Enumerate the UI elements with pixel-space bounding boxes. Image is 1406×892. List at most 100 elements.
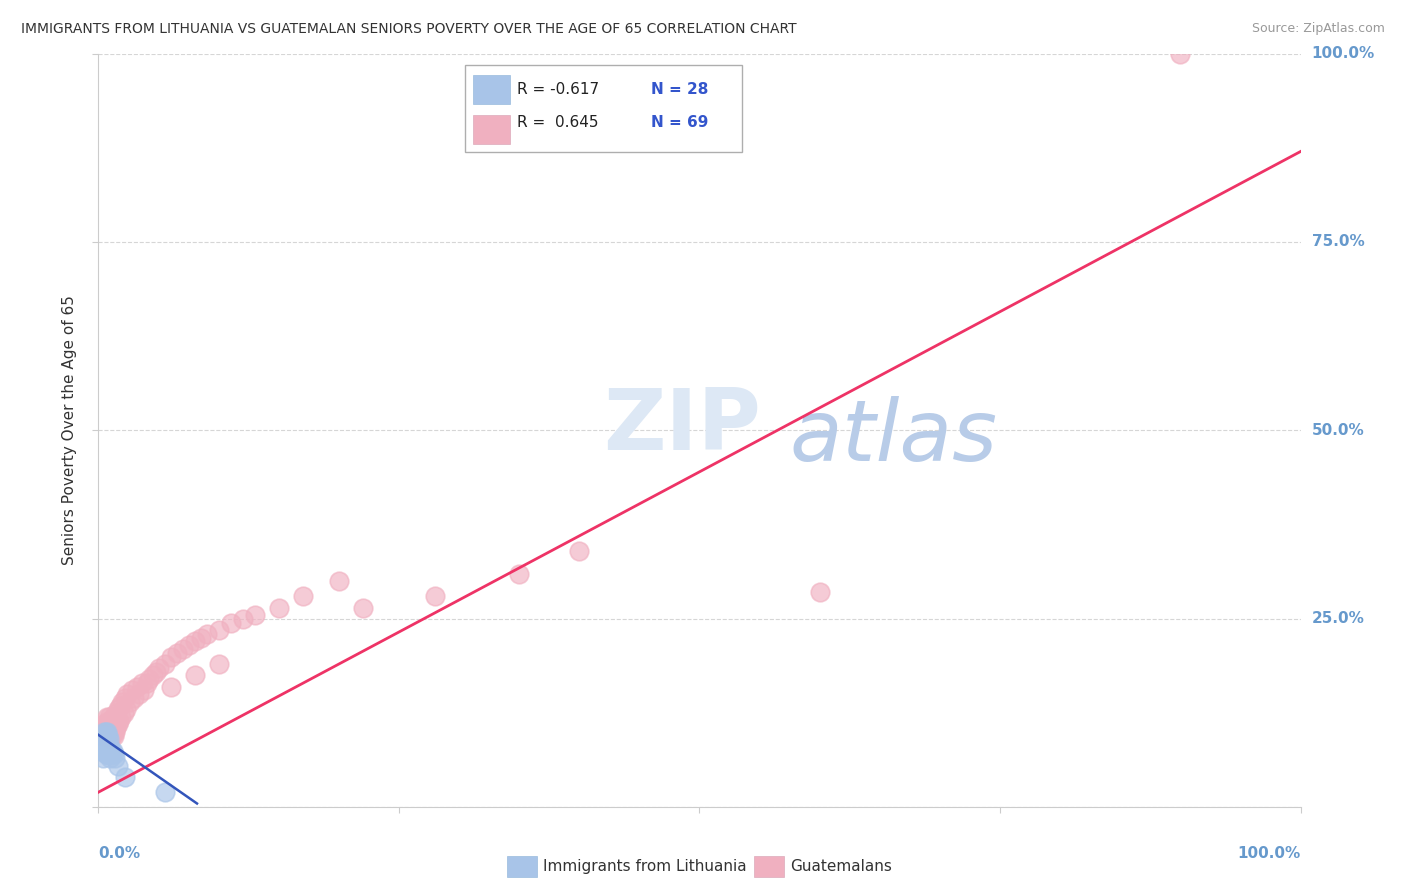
- Point: [115, 702, 138, 716]
- Point: [96, 724, 118, 739]
- Point: [96, 710, 118, 724]
- Point: [114, 690, 136, 705]
- Point: [103, 747, 125, 762]
- Point: [91, 729, 114, 743]
- Point: [91, 729, 114, 743]
- Point: [101, 744, 124, 758]
- Text: N = 69: N = 69: [651, 114, 709, 129]
- Point: [96, 747, 118, 762]
- Point: [141, 668, 163, 682]
- Point: [101, 724, 124, 739]
- Point: [104, 724, 127, 739]
- Point: [267, 600, 290, 615]
- Point: [104, 710, 127, 724]
- Text: IMMIGRANTS FROM LITHUANIA VS GUATEMALAN SENIORS POVERTY OVER THE AGE OF 65 CORRE: IMMIGRANTS FROM LITHUANIA VS GUATEMALAN …: [21, 22, 797, 37]
- Point: [91, 724, 114, 739]
- Point: [153, 785, 176, 799]
- Text: N = 28: N = 28: [651, 82, 709, 97]
- Point: [96, 724, 118, 739]
- Point: [352, 600, 374, 615]
- Point: [100, 717, 122, 731]
- Point: [107, 759, 129, 773]
- Text: Source: ZipAtlas.com: Source: ZipAtlas.com: [1251, 22, 1385, 36]
- Text: R = -0.617: R = -0.617: [517, 82, 599, 97]
- Point: [100, 732, 122, 747]
- Point: [328, 574, 350, 589]
- Text: 100.0%: 100.0%: [1312, 46, 1375, 61]
- Point: [93, 739, 115, 754]
- Point: [100, 751, 122, 765]
- Text: 100.0%: 100.0%: [1237, 847, 1301, 861]
- Point: [94, 729, 117, 743]
- Point: [118, 695, 141, 709]
- Point: [110, 710, 132, 724]
- Point: [97, 729, 120, 743]
- Point: [98, 744, 121, 758]
- Point: [138, 672, 160, 686]
- Point: [103, 714, 125, 728]
- Point: [98, 710, 121, 724]
- Point: [172, 642, 194, 657]
- Point: [97, 739, 120, 754]
- Point: [159, 649, 181, 664]
- Point: [112, 706, 135, 720]
- Point: [121, 683, 143, 698]
- Point: [568, 544, 591, 558]
- Point: [423, 589, 446, 603]
- Point: [108, 698, 131, 713]
- FancyBboxPatch shape: [474, 76, 509, 104]
- Text: 25.0%: 25.0%: [1312, 611, 1365, 626]
- Point: [125, 680, 148, 694]
- Point: [93, 717, 115, 731]
- Point: [105, 706, 128, 720]
- Point: [91, 732, 114, 747]
- Point: [101, 710, 124, 724]
- Text: 75.0%: 75.0%: [1312, 235, 1364, 250]
- Point: [208, 657, 231, 671]
- Point: [98, 724, 121, 739]
- Point: [508, 566, 530, 581]
- Point: [131, 676, 153, 690]
- Point: [103, 729, 125, 743]
- Point: [166, 646, 188, 660]
- Point: [97, 729, 120, 743]
- Point: [107, 717, 129, 731]
- Point: [128, 687, 150, 701]
- Point: [93, 724, 115, 739]
- Point: [183, 668, 205, 682]
- Point: [104, 751, 127, 765]
- Point: [124, 690, 146, 705]
- Point: [96, 736, 118, 750]
- Point: [94, 724, 117, 739]
- Text: ZIP: ZIP: [603, 385, 761, 468]
- Point: [91, 744, 114, 758]
- Point: [153, 657, 176, 671]
- FancyBboxPatch shape: [474, 115, 509, 144]
- Point: [243, 608, 266, 623]
- Point: [100, 747, 122, 762]
- Text: Guatemalans: Guatemalans: [790, 859, 891, 874]
- Point: [291, 589, 314, 603]
- Point: [135, 676, 157, 690]
- Point: [90, 721, 112, 735]
- Point: [177, 638, 200, 652]
- Point: [100, 729, 122, 743]
- Point: [114, 770, 136, 784]
- Point: [145, 665, 167, 679]
- Text: R =  0.645: R = 0.645: [517, 114, 599, 129]
- FancyBboxPatch shape: [465, 65, 741, 152]
- Point: [159, 680, 181, 694]
- Point: [1170, 46, 1192, 61]
- Point: [117, 687, 139, 701]
- Point: [105, 721, 128, 735]
- Point: [98, 732, 121, 747]
- Point: [94, 747, 117, 762]
- Point: [232, 612, 254, 626]
- Point: [97, 714, 120, 728]
- Y-axis label: Seniors Poverty Over the Age of 65: Seniors Poverty Over the Age of 65: [62, 295, 77, 566]
- Point: [91, 751, 114, 765]
- Point: [190, 631, 212, 645]
- Point: [183, 634, 205, 648]
- Point: [94, 736, 117, 750]
- Point: [108, 714, 131, 728]
